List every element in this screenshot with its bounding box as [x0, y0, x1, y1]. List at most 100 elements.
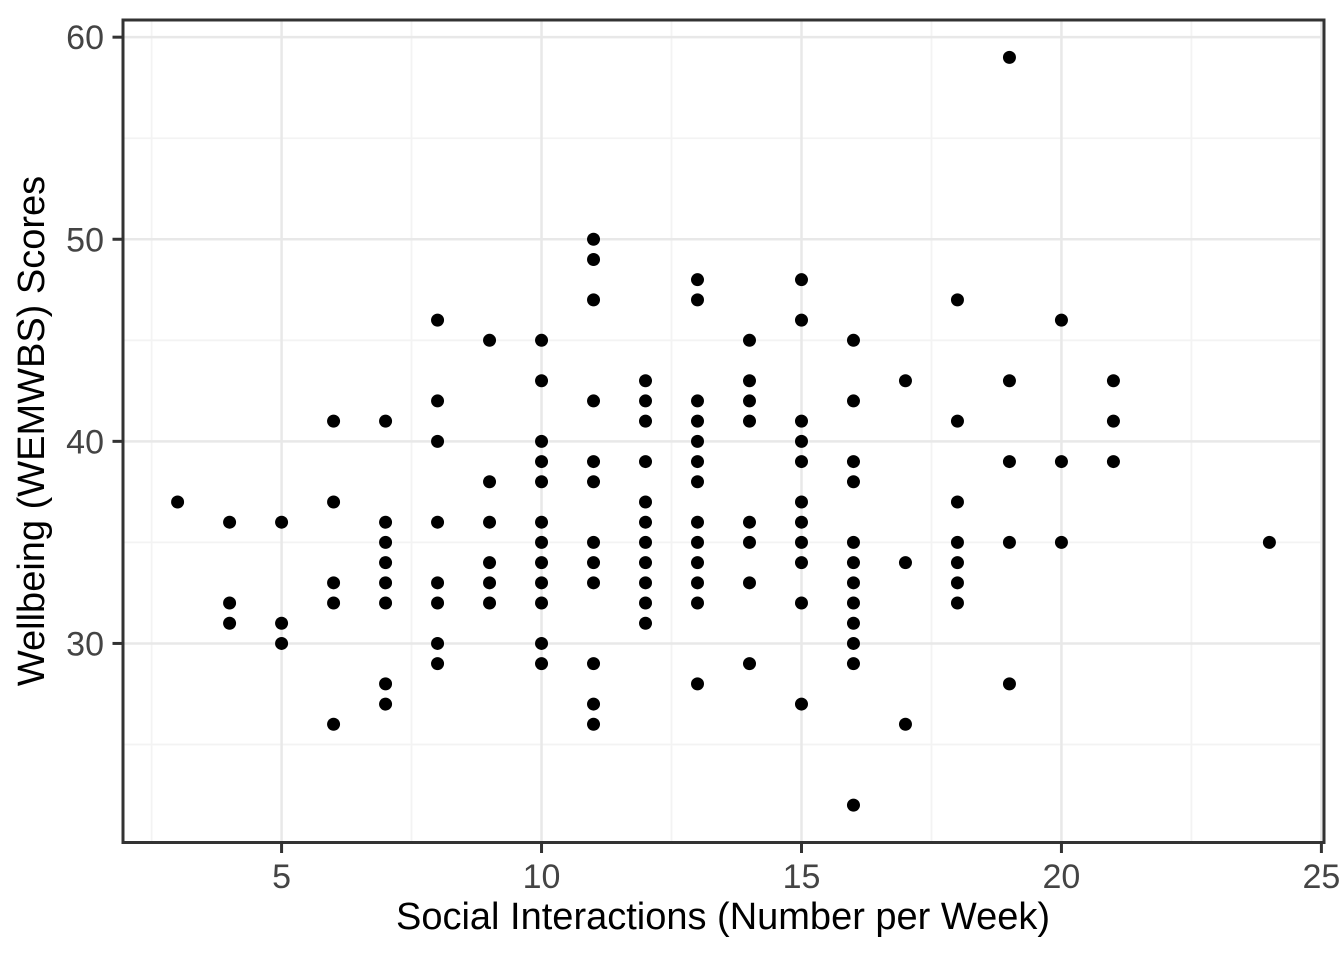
data-point: [379, 576, 393, 590]
data-point: [691, 414, 705, 428]
data-point: [691, 475, 705, 489]
data-point: [483, 576, 497, 590]
data-point: [950, 414, 964, 428]
y-tick-label: 30: [66, 625, 104, 663]
data-point: [639, 616, 653, 630]
data-point: [846, 556, 860, 570]
data-point: [1002, 374, 1016, 388]
data-point: [846, 657, 860, 671]
data-point: [483, 556, 497, 570]
data-point: [794, 455, 808, 469]
data-point: [742, 374, 756, 388]
data-point: [794, 414, 808, 428]
data-point: [535, 636, 549, 650]
data-point: [327, 414, 341, 428]
x-tick-label: 20: [1043, 858, 1081, 896]
data-point: [846, 576, 860, 590]
data-point: [691, 535, 705, 549]
y-axis-title: Wellbeing (WEMWBS) Scores: [11, 176, 53, 686]
data-point: [587, 475, 601, 489]
data-point: [1002, 535, 1016, 549]
data-point: [535, 475, 549, 489]
data-point: [275, 616, 289, 630]
data-point: [691, 515, 705, 529]
data-point: [691, 596, 705, 610]
data-point: [379, 414, 393, 428]
axis-tick-marks: [112, 35, 1323, 853]
data-point: [275, 515, 289, 529]
data-points: [171, 50, 1276, 812]
data-point: [379, 697, 393, 711]
data-point: [639, 576, 653, 590]
data-point: [950, 556, 964, 570]
data-point: [742, 576, 756, 590]
y-tick-labels: 30 40 50 60: [66, 19, 104, 663]
data-point: [1106, 455, 1120, 469]
x-axis-title: Social Interactions (Number per Week): [396, 896, 1050, 938]
data-point: [691, 434, 705, 448]
data-point: [483, 596, 497, 610]
data-point: [794, 556, 808, 570]
data-point: [327, 576, 341, 590]
data-point: [587, 232, 601, 246]
x-tick-labels: 5 10 15 20 25: [272, 858, 1340, 896]
data-point: [535, 434, 549, 448]
data-point: [535, 556, 549, 570]
data-point: [639, 515, 653, 529]
data-point: [535, 333, 549, 347]
data-point: [794, 434, 808, 448]
data-point: [535, 374, 549, 388]
data-point: [898, 374, 912, 388]
data-point: [950, 596, 964, 610]
data-point: [846, 333, 860, 347]
data-point: [431, 596, 445, 610]
data-point: [1002, 677, 1016, 691]
data-point: [794, 697, 808, 711]
data-point: [1262, 535, 1276, 549]
y-tick-label: 50: [66, 221, 104, 259]
data-point: [223, 596, 237, 610]
data-point: [379, 596, 393, 610]
data-point: [794, 535, 808, 549]
data-point: [846, 475, 860, 489]
x-tick-label: 25: [1302, 858, 1340, 896]
data-point: [587, 576, 601, 590]
data-point: [691, 293, 705, 307]
data-point: [535, 576, 549, 590]
data-point: [846, 616, 860, 630]
data-point: [275, 636, 289, 650]
data-point: [846, 798, 860, 812]
data-point: [587, 252, 601, 266]
data-point: [431, 515, 445, 529]
data-point: [742, 394, 756, 408]
data-point: [1002, 455, 1016, 469]
panel-border: [121, 18, 1326, 844]
data-point: [846, 394, 860, 408]
data-point: [639, 414, 653, 428]
data-point: [1002, 50, 1016, 64]
data-point: [379, 535, 393, 549]
data-point: [171, 495, 185, 509]
data-point: [794, 596, 808, 610]
data-point: [223, 616, 237, 630]
data-point: [950, 495, 964, 509]
data-point: [535, 535, 549, 549]
data-point: [379, 515, 393, 529]
data-point: [846, 455, 860, 469]
data-point: [1106, 414, 1120, 428]
data-point: [431, 394, 445, 408]
data-point: [898, 717, 912, 731]
data-point: [327, 717, 341, 731]
data-point: [483, 475, 497, 489]
data-point: [587, 717, 601, 731]
data-point: [742, 414, 756, 428]
data-point: [742, 333, 756, 347]
data-point: [639, 556, 653, 570]
data-point: [794, 313, 808, 327]
data-point: [587, 556, 601, 570]
data-point: [639, 596, 653, 610]
data-point: [742, 535, 756, 549]
x-tick-label: 10: [523, 858, 561, 896]
data-point: [794, 273, 808, 287]
